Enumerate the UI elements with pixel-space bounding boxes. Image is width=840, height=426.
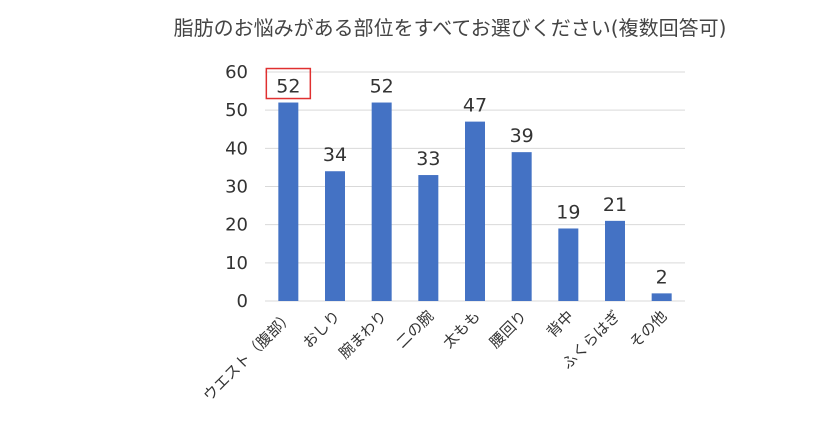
bar xyxy=(558,228,579,301)
data-label: 2 xyxy=(656,266,668,288)
bar xyxy=(325,171,345,301)
bar xyxy=(371,102,392,302)
bar xyxy=(278,102,299,302)
bar xyxy=(651,293,672,301)
category-label: 腰回り xyxy=(486,307,531,352)
category-label: その他 xyxy=(626,307,671,352)
highlight-box xyxy=(265,67,312,100)
category-label: 腕まわり xyxy=(335,307,390,362)
category-label: 太もも xyxy=(439,307,484,352)
y-axis-ticks: 0 10 20 30 40 50 60 xyxy=(225,62,248,312)
data-label: 52 xyxy=(276,76,300,98)
data-label: 33 xyxy=(416,148,440,170)
y-tick-label: 30 xyxy=(225,177,248,198)
data-label: 19 xyxy=(556,201,580,223)
bar xyxy=(605,220,625,301)
bar xyxy=(418,175,439,301)
data-labels: 52 34 52 33 47 39 19 21 2 xyxy=(265,67,668,288)
y-tick-label: 20 xyxy=(225,215,248,236)
bars xyxy=(278,102,672,302)
y-tick-label: 50 xyxy=(225,100,248,121)
data-label: 52 xyxy=(370,76,394,98)
data-label: 21 xyxy=(603,194,627,216)
category-label: 二の腕 xyxy=(393,307,438,352)
category-label: おしり xyxy=(299,307,344,352)
bar xyxy=(511,152,532,301)
data-label: 47 xyxy=(463,95,487,117)
y-tick-label: 0 xyxy=(237,291,248,312)
bar xyxy=(465,121,485,301)
chart-title: 脂肪のお悩みがある部位をすべてお選びください(複数回答可) xyxy=(173,16,727,40)
data-label: 39 xyxy=(510,125,534,147)
category-label: 背中 xyxy=(543,307,577,341)
y-tick-label: 60 xyxy=(225,62,248,83)
y-tick-label: 40 xyxy=(225,138,248,159)
y-tick-label: 10 xyxy=(225,253,248,274)
data-label: 34 xyxy=(323,144,347,166)
category-label: ウエスト（腹部） xyxy=(200,307,298,405)
